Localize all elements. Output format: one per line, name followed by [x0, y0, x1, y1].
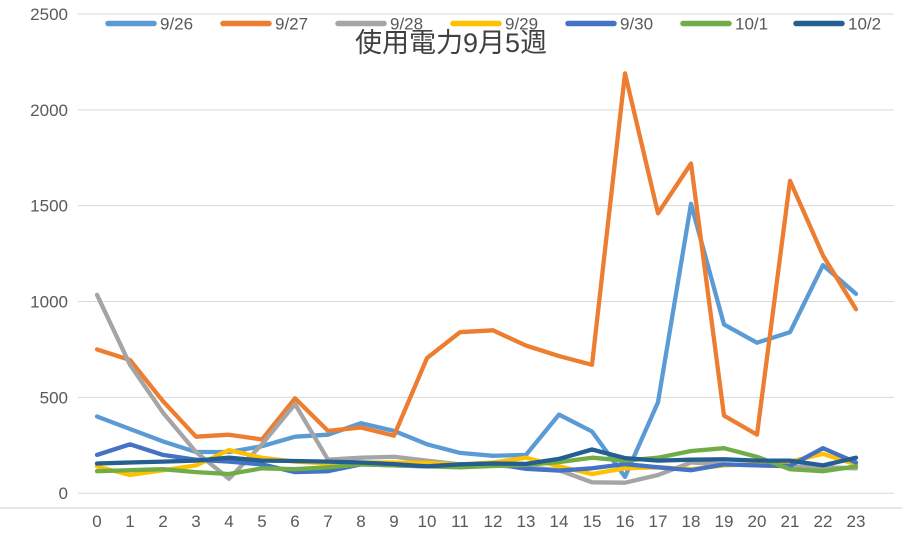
series-line-9/27 — [94, 71, 859, 442]
x-tick-label-17: 17 — [649, 512, 668, 531]
y-tick-label-1000: 1000 — [30, 293, 68, 312]
chart-title[interactable]: 使用電力9月5週 — [355, 28, 547, 58]
x-tick-label-12: 12 — [484, 512, 503, 531]
x-tick-label-16: 16 — [616, 512, 635, 531]
legend-item-10/2[interactable]: 10/2 — [793, 15, 881, 34]
legend-label-9/29: 9/29 — [505, 15, 538, 34]
legend-label-9/27: 9/27 — [275, 15, 308, 34]
x-tick-label-9: 9 — [389, 512, 398, 531]
legend-label-9/28: 9/28 — [390, 15, 423, 34]
series-line-10/1 — [94, 446, 859, 477]
legend-item-9/27[interactable]: 9/27 — [220, 15, 308, 34]
legend-item-9/28[interactable]: 9/28 — [335, 15, 423, 34]
legend-label-9/26: 9/26 — [160, 15, 193, 34]
series-line-10/2 — [94, 447, 859, 469]
x-tick-label-21: 21 — [781, 512, 800, 531]
legend-item-9/29[interactable]: 9/29 — [450, 15, 538, 34]
y-tick-label-2000: 2000 — [30, 101, 68, 120]
x-tick-label-10: 10 — [418, 512, 437, 531]
y-tick-label-0: 0 — [59, 484, 68, 503]
x-tick-label-4: 4 — [224, 512, 233, 531]
x-tick-label-5: 5 — [257, 512, 266, 531]
legend-item-10/1[interactable]: 10/1 — [680, 15, 768, 34]
legend-label-10/1: 10/1 — [735, 15, 768, 34]
x-tick-label-3: 3 — [191, 512, 200, 531]
x-tick-label-11: 11 — [451, 512, 469, 531]
y-tick-label-500: 500 — [40, 388, 68, 407]
legend: 9/26 9/27 9/28 9/29 9/30 10/1 10/2 — [105, 15, 881, 34]
x-tick-label-19: 19 — [715, 512, 734, 531]
x-tick-label-0: 0 — [92, 512, 101, 531]
x-tick-label-1: 1 — [125, 512, 134, 531]
x-tick-label-23: 23 — [847, 512, 866, 531]
x-tick-label-22: 22 — [814, 512, 833, 531]
x-tick-label-13: 13 — [517, 512, 536, 531]
y-tick-label-1500: 1500 — [30, 197, 68, 216]
x-tick-label-14: 14 — [550, 512, 569, 531]
legend-label-10/2: 10/2 — [848, 15, 881, 34]
x-tick-label-6: 6 — [290, 512, 299, 531]
legend-label-9/30: 9/30 — [620, 15, 653, 34]
y-tick-label-2500: 2500 — [30, 5, 68, 24]
legend-item-9/26[interactable]: 9/26 — [105, 15, 193, 34]
x-tick-label-18: 18 — [682, 512, 701, 531]
legend-item-9/30[interactable]: 9/30 — [565, 15, 653, 34]
x-tick-label-8: 8 — [356, 512, 365, 531]
x-tick-label-15: 15 — [583, 512, 602, 531]
x-tick-label-20: 20 — [748, 512, 767, 531]
x-tick-label-7: 7 — [323, 512, 332, 531]
series-lines — [94, 71, 859, 485]
gridlines — [78, 13, 894, 494]
x-tick-label-2: 2 — [158, 512, 167, 531]
